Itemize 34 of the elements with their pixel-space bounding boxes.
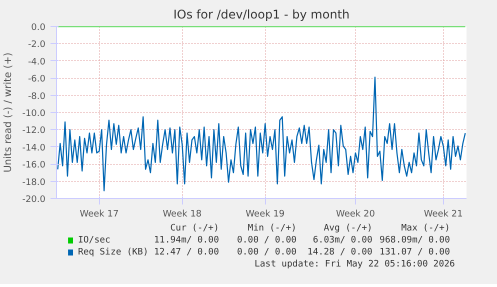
x-tick-label: Week 18	[162, 210, 202, 220]
y-tick-label: -18.0	[22, 178, 46, 188]
text: Cur (-/+)	[170, 224, 220, 234]
text: Avg (-/+)	[324, 224, 372, 234]
text: 0.00 / 0.00	[236, 248, 297, 258]
text: 131.07 / 0.00	[380, 248, 450, 258]
text: 968.09m/ 0.00	[380, 236, 450, 246]
y-tick-label: -4.0	[28, 57, 46, 68]
y-tick-label: -12.0	[22, 126, 46, 136]
x-tick-label: Week 21	[424, 210, 463, 220]
y-tick-label: -8.0	[28, 92, 46, 102]
x-tick-label: Week 17	[80, 210, 119, 220]
x-tick-label: Week 20	[336, 210, 376, 220]
y-tick-label: -2.0	[28, 40, 46, 50]
text: 0.00 / 0.00	[236, 236, 297, 246]
line-series	[57, 76, 466, 192]
text: 14.28 / 0.00	[307, 248, 372, 258]
text: 12.47 / 0.00	[154, 248, 220, 258]
legend-label: Req Size (KB)	[78, 248, 148, 258]
text: Last update: Fri May 22 05:16:00 2026	[254, 260, 455, 270]
text: Max (-/+)	[401, 224, 450, 234]
text: 11.94m/ 0.00	[154, 236, 220, 246]
y-tick-label: -14.0	[22, 143, 46, 154]
y-axis-title: Units read (-) / write (+)	[3, 52, 14, 173]
x-tick-label: Week 19	[246, 210, 285, 220]
y-tick-label: -6.0	[28, 74, 46, 85]
text: 6.03m/ 0.00	[312, 236, 372, 246]
y-tick-label: 0.0	[31, 23, 46, 33]
chart-title: IOs for /dev/loop1 - by month	[173, 8, 350, 22]
y-tick-label: -20.0	[22, 195, 46, 205]
legend-label: IO/sec	[78, 236, 110, 246]
text: Min (-/+)	[248, 224, 297, 234]
y-tick-label: -16.0	[22, 160, 46, 171]
y-tick-label: -10.0	[22, 109, 46, 119]
